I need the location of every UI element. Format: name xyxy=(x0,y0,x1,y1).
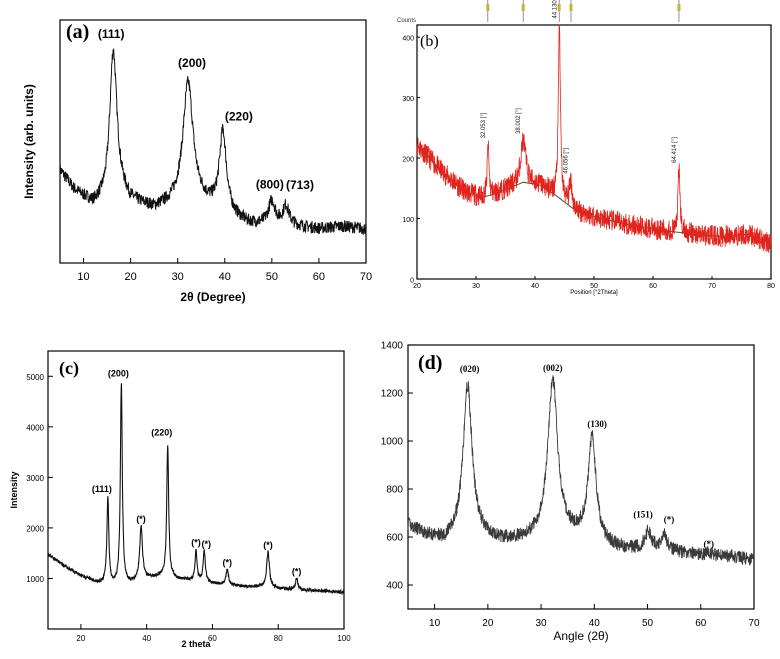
peak-label: (111) xyxy=(92,484,112,494)
x-tick-label: 20 xyxy=(482,618,494,629)
peak-label: (020) xyxy=(460,364,480,374)
data-series-line xyxy=(416,24,772,253)
x-tick-label: 30 xyxy=(472,283,480,290)
y-tick-label: 400 xyxy=(402,36,414,43)
x-tick-label: 100 xyxy=(337,634,351,643)
y-tick-label: 300 xyxy=(402,96,414,103)
x-tick-label: 60 xyxy=(208,634,217,643)
peak-label: (*) xyxy=(664,515,675,525)
panel-label: (d) xyxy=(418,352,442,374)
panel-a: 10 20 30 40 50 60 70 (111) (200) (220) (800) (713) (… xyxy=(22,19,372,304)
x-tick-label: 10 xyxy=(429,618,441,629)
y-tick-label: 800 xyxy=(386,485,403,496)
y-axis-label: Intensity xyxy=(9,471,19,508)
x-tick-label: 10 xyxy=(77,271,89,283)
peak-label: (*) xyxy=(292,567,302,577)
peak-label: (*) xyxy=(191,538,201,548)
peak-label: (*) xyxy=(263,540,273,550)
reference-marker xyxy=(677,4,681,11)
x-axis-label: Angle (2θ) xyxy=(553,629,608,643)
x-tick-label: 80 xyxy=(767,283,775,290)
x-tick-label: 80 xyxy=(274,634,283,643)
y-axis-label: Intensity (arb. units) xyxy=(22,84,36,199)
x-tick-label: 30 xyxy=(172,271,184,283)
x-axis-label: 2θ (Degree) xyxy=(180,290,245,304)
x-tick-label: 60 xyxy=(649,283,657,290)
y-tick-label: 2000 xyxy=(26,524,44,533)
y-tick-label: 3000 xyxy=(26,474,44,483)
x-tick-label: 20 xyxy=(124,271,136,283)
data-series-line xyxy=(59,48,367,236)
x-tick-label: 30 xyxy=(536,618,548,629)
reference-marker xyxy=(521,4,525,11)
x-axis-label: Position [°2Theta] xyxy=(570,290,618,296)
peak-label: (130) xyxy=(587,419,607,429)
plot-frame xyxy=(407,344,755,610)
panel-label: (c) xyxy=(59,358,79,379)
plot-frame xyxy=(47,350,345,630)
peak-label: (111) xyxy=(98,27,125,41)
x-tick-label: 60 xyxy=(313,271,325,283)
y-tick-label: 0 xyxy=(410,278,414,285)
peak-label: (713) xyxy=(286,178,314,192)
unit-label: Counts xyxy=(397,18,416,24)
peak-label: 38.002 [°] xyxy=(516,108,522,134)
peak-label: 46.056 [°] xyxy=(564,148,570,174)
x-tick-label: 40 xyxy=(219,271,231,283)
reference-marker xyxy=(557,4,561,11)
peak-label: (220) xyxy=(151,427,172,437)
reference-marker xyxy=(569,4,573,11)
x-tick-label: 40 xyxy=(142,634,151,643)
x-tick-label: 40 xyxy=(589,618,601,629)
peak-label: (*) xyxy=(704,539,715,549)
x-tick-label: 50 xyxy=(590,283,598,290)
y-tick-label: 100 xyxy=(402,217,414,224)
x-tick-label: 20 xyxy=(413,283,421,290)
panel-label: (a) xyxy=(66,21,89,43)
x-tick-label: 70 xyxy=(708,283,716,290)
y-tick-label: 1000 xyxy=(26,575,44,584)
peak-label: (200) xyxy=(178,56,206,70)
peak-label: (*) xyxy=(222,558,232,568)
peak-label: (800) xyxy=(256,177,284,191)
y-tick-label: 1000 xyxy=(381,437,404,448)
x-tick-label: 70 xyxy=(748,618,760,629)
data-series-line xyxy=(407,375,755,566)
x-tick-label: 20 xyxy=(76,634,85,643)
data-series-line xyxy=(47,383,345,596)
y-tick-label: 4000 xyxy=(26,423,44,432)
peak-label: 32.053 [°] xyxy=(481,112,487,138)
peak-label: (200) xyxy=(108,369,129,379)
x-tick-label: 60 xyxy=(695,618,707,629)
y-tick-label: 5000 xyxy=(26,373,44,382)
y-tick-label: 1200 xyxy=(381,389,404,400)
x-tick-label: 70 xyxy=(360,271,372,283)
panel-b: 20 30 40 50 60 70 80 0 100 200 300 400 32.053 [°] 38.… xyxy=(397,0,775,296)
y-tick-label: 200 xyxy=(402,157,414,164)
y-tick-label: 400 xyxy=(386,581,403,592)
y-tick-label: 600 xyxy=(386,533,403,544)
peak-label: 44.130 [°] xyxy=(552,0,558,19)
panel-d: 10 20 30 40 50 60 70 400 600 800 1000 1200 1400 (020)… xyxy=(381,341,760,644)
x-axis-label: 2 theta xyxy=(181,639,211,649)
peak-label: (002) xyxy=(543,363,563,373)
x-tick-label: 50 xyxy=(642,618,654,629)
x-tick-label: 50 xyxy=(266,271,278,283)
panel-label: (b) xyxy=(420,33,439,50)
reference-marker xyxy=(486,4,490,11)
peak-label: (*) xyxy=(201,539,211,549)
peak-label: (*) xyxy=(136,514,146,524)
panel-c: 20 40 60 80 100 1000 2000 3000 4000 5000 (111) (200… xyxy=(9,350,351,649)
peak-label: (220) xyxy=(225,109,253,123)
y-tick-label: 1400 xyxy=(381,341,404,352)
peak-label: 64.414 [°] xyxy=(672,137,678,163)
peak-label: (151) xyxy=(633,509,653,519)
x-tick-label: 40 xyxy=(531,283,539,290)
plot-frame xyxy=(59,19,367,264)
